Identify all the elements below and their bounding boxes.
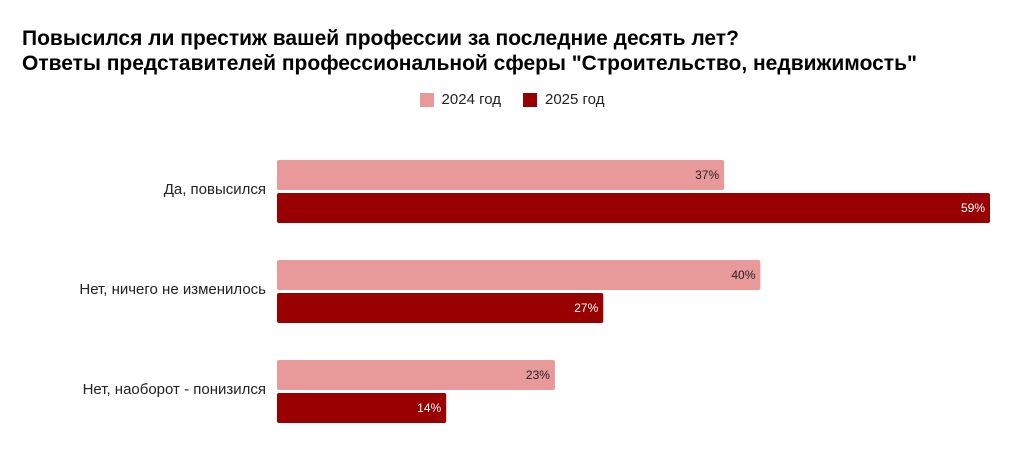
chart-title: Повысился ли престиж вашей профессии за …	[22, 27, 739, 50]
bar	[277, 360, 555, 390]
bar	[277, 260, 761, 290]
legend: 2024 год 2025 год	[0, 91, 1024, 108]
bar-value-label: 37%	[695, 168, 719, 182]
legend-item-2024: 2024 год	[419, 91, 501, 108]
bar-value-label: 23%	[526, 368, 550, 382]
chart-subtitle: Ответы представителей профессиональной с…	[22, 52, 917, 75]
bar	[277, 160, 725, 190]
bar-value-label: 59%	[961, 201, 985, 215]
bar	[277, 293, 604, 323]
category-label: Нет, ничего не изменилось	[79, 281, 266, 298]
bar-value-label: 27%	[574, 301, 598, 315]
legend-swatch-2024	[419, 92, 434, 107]
bar	[277, 193, 990, 223]
category-label: Да, повысился	[164, 181, 266, 198]
legend-label-2025: 2025 год	[545, 91, 605, 108]
legend-swatch-2025	[523, 92, 537, 107]
bar-value-label: 40%	[731, 268, 755, 282]
legend-item-2025: 2025 год	[523, 91, 604, 108]
category-label: Нет, наоборот - понизился	[83, 381, 266, 398]
bar-value-label: 14%	[417, 401, 441, 415]
legend-label-2024: 2024 год	[441, 91, 501, 108]
chart-title-block: Повысился ли престиж вашей профессии за …	[22, 26, 917, 76]
bar	[277, 393, 447, 423]
